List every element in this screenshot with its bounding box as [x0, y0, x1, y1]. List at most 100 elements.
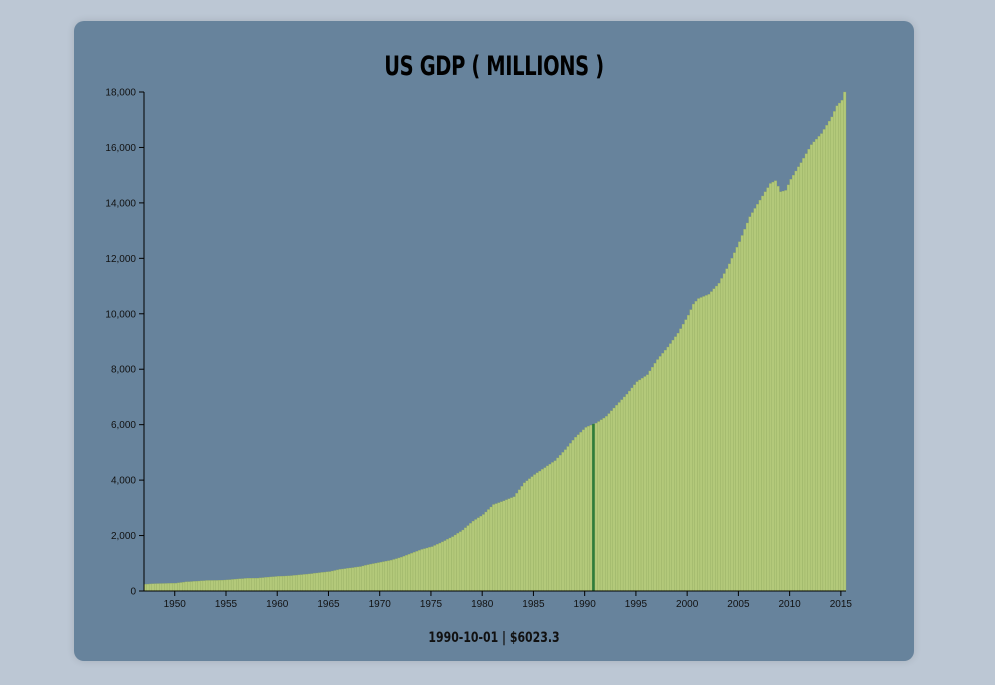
gdp-bar[interactable]	[330, 570, 334, 592]
gdp-bar[interactable]	[651, 366, 654, 592]
gdp-bar[interactable]	[428, 547, 432, 592]
gdp-bar[interactable]	[507, 498, 511, 592]
gdp-bar[interactable]	[561, 452, 565, 592]
gdp-bar[interactable]	[187, 581, 191, 592]
gdp-bar[interactable]	[387, 560, 391, 592]
gdp-bar[interactable]	[148, 583, 152, 592]
gdp-bar[interactable]	[635, 381, 639, 592]
gdp-bar[interactable]	[184, 581, 188, 592]
gdp-bar[interactable]	[361, 565, 365, 592]
gdp-bar[interactable]	[320, 572, 324, 592]
gdp-bar[interactable]	[748, 216, 752, 592]
gdp-bar[interactable]	[738, 241, 742, 592]
gdp-bar[interactable]	[815, 138, 818, 592]
gdp-bar[interactable]	[840, 100, 844, 592]
gdp-bar[interactable]	[543, 467, 547, 592]
gdp-bar[interactable]	[471, 520, 475, 592]
gdp-bar[interactable]	[351, 567, 355, 592]
gdp-bar[interactable]	[179, 582, 183, 592]
gdp-bar[interactable]	[597, 421, 601, 592]
gdp-bar[interactable]	[225, 579, 229, 592]
gdp-bar[interactable]	[433, 545, 437, 592]
gdp-bar[interactable]	[835, 105, 839, 592]
gdp-bar[interactable]	[430, 546, 434, 592]
gdp-bar[interactable]	[154, 583, 157, 592]
gdp-bar[interactable]	[640, 378, 644, 592]
gdp-bar[interactable]	[599, 419, 603, 592]
gdp-bar[interactable]	[743, 229, 747, 592]
gdp-bar[interactable]	[146, 583, 150, 592]
gdp-bar[interactable]	[453, 534, 457, 592]
gdp-bar[interactable]	[838, 102, 842, 592]
gdp-bar[interactable]	[315, 572, 319, 592]
gdp-bar[interactable]	[553, 460, 557, 592]
gdp-bar[interactable]	[305, 574, 309, 592]
gdp-bar[interactable]	[438, 542, 442, 592]
gdp-bar[interactable]	[807, 149, 811, 592]
gdp-bar[interactable]	[733, 252, 736, 592]
gdp-bar[interactable]	[476, 517, 480, 592]
gdp-bar[interactable]	[581, 429, 585, 592]
gdp-bar[interactable]	[751, 212, 754, 592]
gdp-bar[interactable]	[605, 416, 608, 592]
gdp-bar[interactable]	[215, 580, 219, 592]
gdp-bar[interactable]	[725, 268, 729, 592]
gdp-bar[interactable]	[456, 533, 460, 592]
gdp-bar[interactable]	[763, 191, 767, 592]
gdp-bar[interactable]	[259, 577, 262, 592]
gdp-bar[interactable]	[415, 551, 419, 592]
gdp-bar[interactable]	[766, 187, 770, 592]
gdp-bar[interactable]	[663, 350, 667, 592]
gdp-bar[interactable]	[533, 474, 537, 592]
gdp-bar[interactable]	[292, 575, 296, 592]
gdp-bar[interactable]	[333, 570, 337, 592]
gdp-bar[interactable]	[502, 500, 506, 592]
gdp-bar[interactable]	[254, 577, 257, 592]
gdp-bar[interactable]	[218, 580, 222, 592]
gdp-bar[interactable]	[417, 550, 421, 592]
gdp-bar[interactable]	[515, 493, 519, 592]
gdp-bar[interactable]	[771, 181, 775, 592]
gdp-bar[interactable]	[671, 339, 675, 592]
gdp-bar[interactable]	[482, 514, 485, 592]
gdp-bar[interactable]	[335, 569, 339, 592]
gdp-bar[interactable]	[584, 427, 588, 592]
gdp-bar[interactable]	[220, 580, 224, 592]
gdp-bar[interactable]	[617, 402, 621, 592]
gdp-bar[interactable]	[261, 577, 265, 592]
gdp-bar[interactable]	[328, 571, 332, 592]
gdp-bar[interactable]	[566, 446, 570, 592]
gdp-bar[interactable]	[820, 133, 824, 592]
gdp-bar[interactable]	[689, 309, 693, 592]
gdp-bar[interactable]	[251, 578, 255, 592]
gdp-bar[interactable]	[353, 567, 357, 592]
gdp-bar[interactable]	[394, 558, 398, 592]
gdp-bar[interactable]	[200, 580, 204, 592]
gdp-bar[interactable]	[833, 111, 836, 592]
gdp-bar[interactable]	[302, 574, 306, 592]
gdp-bar[interactable]	[376, 562, 380, 592]
gdp-bar[interactable]	[494, 503, 498, 592]
gdp-bar[interactable]	[784, 190, 788, 592]
gdp-bar[interactable]	[323, 572, 327, 592]
gdp-bar[interactable]	[248, 578, 252, 592]
gdp-bar[interactable]	[728, 263, 731, 592]
gdp-bar[interactable]	[312, 573, 316, 592]
gdp-bar[interactable]	[202, 580, 206, 592]
gdp-bar[interactable]	[318, 572, 321, 592]
gdp-bar[interactable]	[653, 363, 657, 592]
gdp-bar[interactable]	[300, 574, 303, 592]
gdp-bar[interactable]	[594, 423, 598, 592]
gdp-bar[interactable]	[666, 346, 670, 592]
gdp-bar[interactable]	[648, 370, 652, 592]
gdp-bar[interactable]	[569, 443, 573, 592]
gdp-bar[interactable]	[151, 583, 155, 592]
gdp-bar[interactable]	[366, 564, 370, 592]
gdp-bar[interactable]	[622, 396, 626, 592]
gdp-bar[interactable]	[382, 561, 385, 592]
gdp-bar[interactable]	[587, 426, 590, 592]
gdp-bar[interactable]	[768, 183, 772, 592]
gdp-bar[interactable]	[497, 502, 501, 592]
gdp-bar[interactable]	[607, 413, 611, 592]
gdp-bar[interactable]	[243, 578, 247, 592]
